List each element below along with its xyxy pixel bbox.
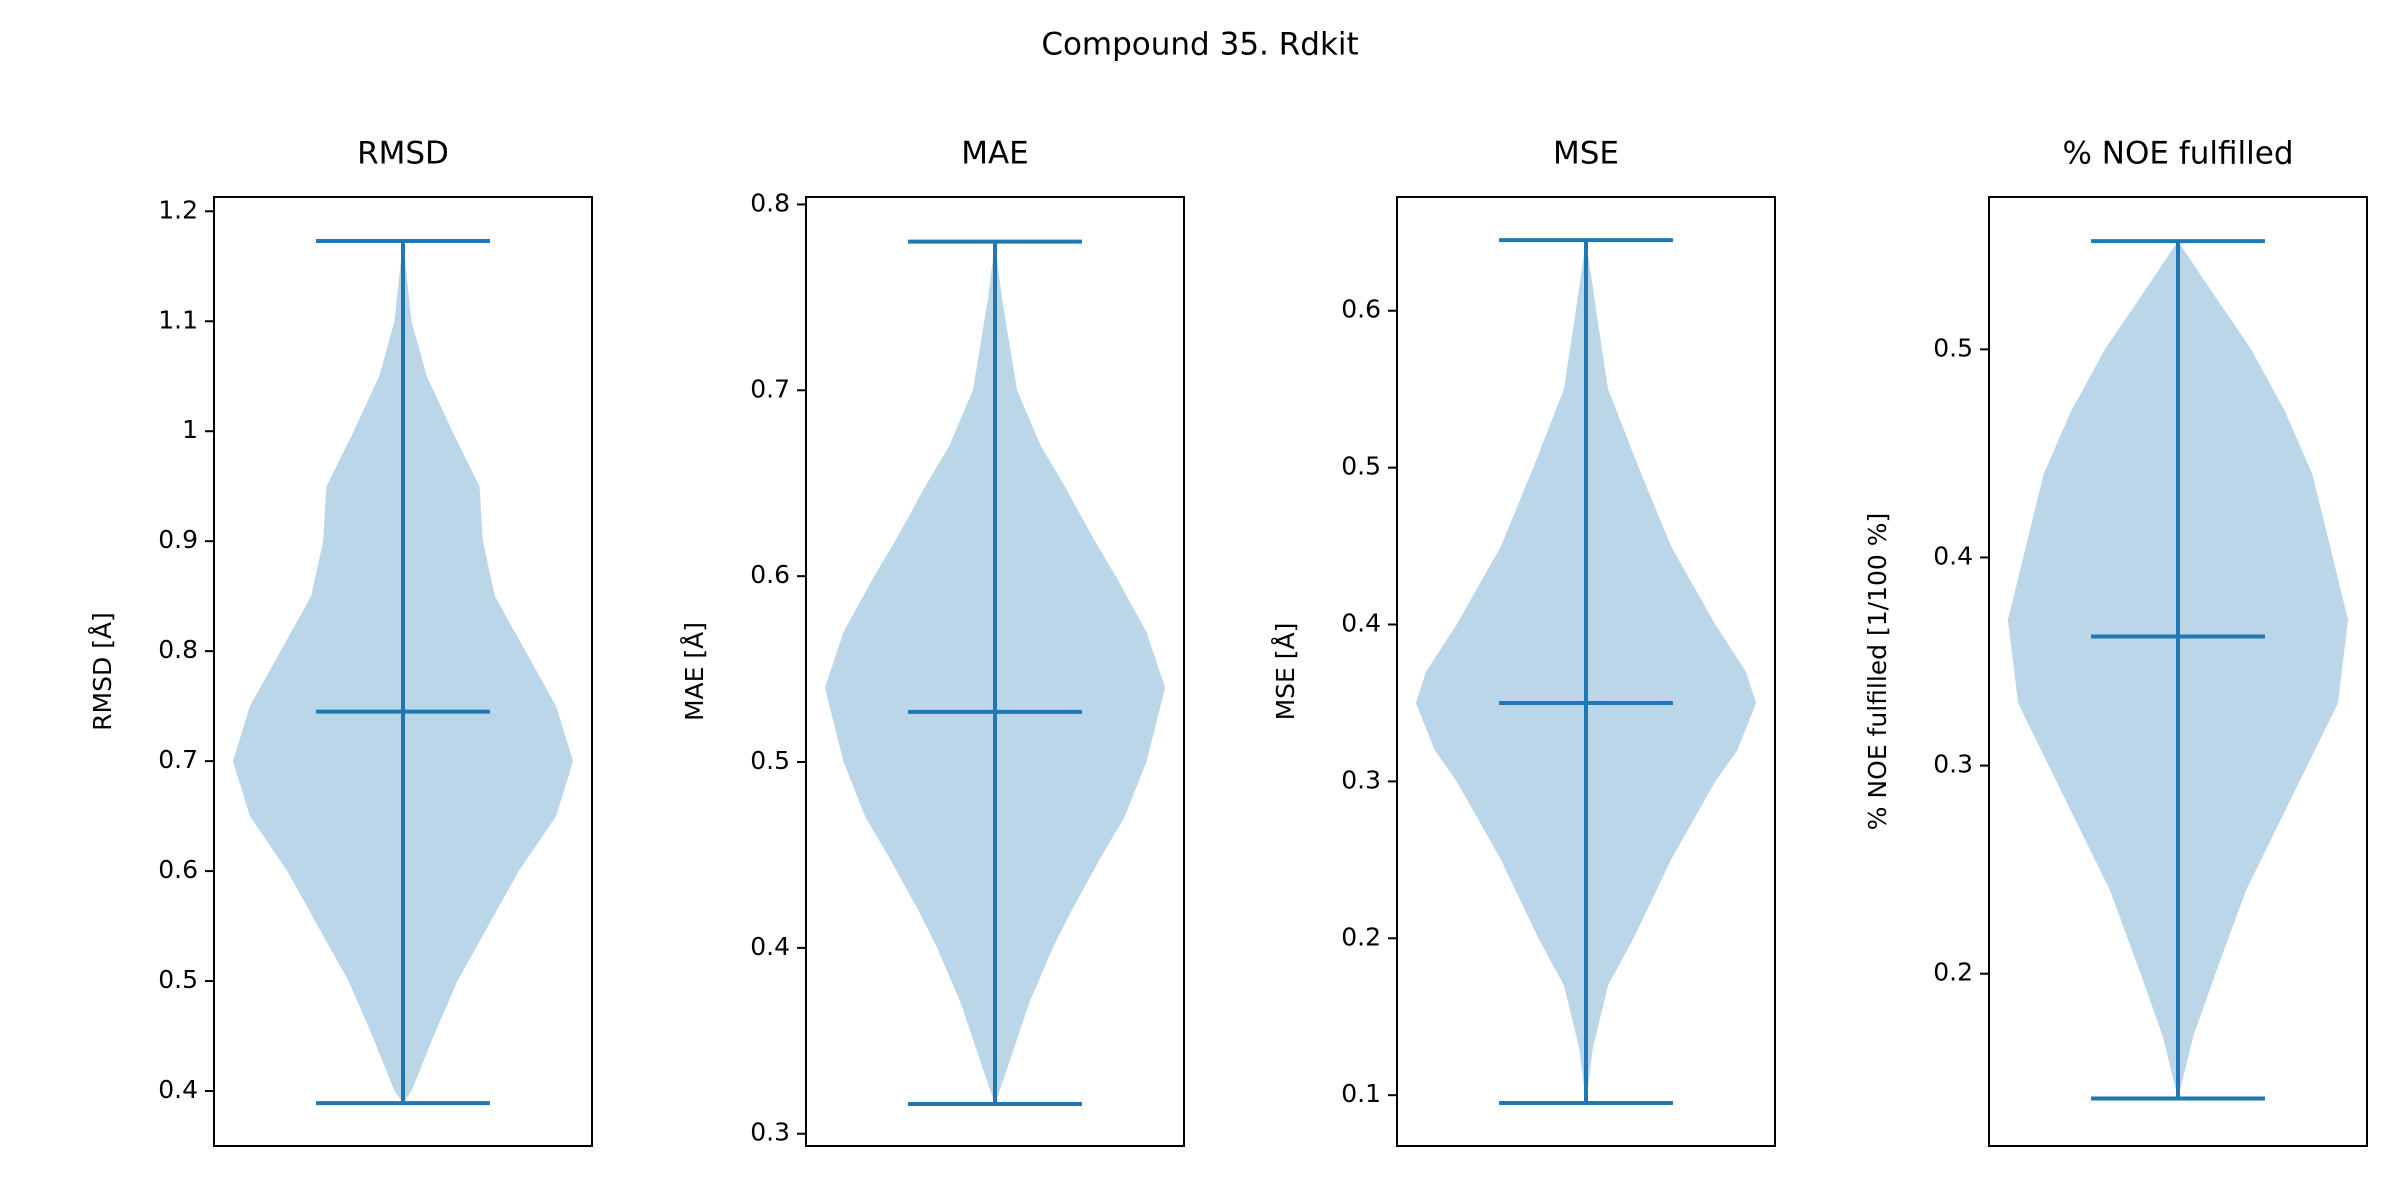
y-tick-label: 0.5	[750, 746, 790, 775]
y-tick-label: 0.6	[158, 855, 198, 884]
axes-frame	[805, 196, 1185, 1147]
y-tick-label: 0.1	[1341, 1079, 1381, 1108]
y-tick-label: 0.2	[1933, 958, 1973, 987]
y-tick-label: 0.3	[1341, 765, 1381, 794]
y-tick-label: 0.4	[1341, 609, 1381, 638]
y-tick-label: 0.7	[158, 745, 198, 774]
y-axis-label: % NOE fulfilled [1/100 %]	[1863, 513, 1892, 831]
y-tick-label: 0.6	[750, 560, 790, 589]
axes-title: MSE	[1553, 136, 1619, 172]
axes-title: MAE	[961, 136, 1029, 172]
y-tick-label: 0.8	[750, 188, 790, 217]
y-tick-label: 1	[182, 415, 198, 444]
axes-frame	[1988, 196, 2368, 1147]
y-tick-label: 0.6	[1341, 295, 1381, 324]
y-axis-label: RMSD [Å]	[88, 612, 117, 731]
y-tick-label: 1.1	[158, 305, 198, 334]
y-tick-label: 0.7	[750, 374, 790, 403]
y-tick-label: 0.5	[158, 965, 198, 994]
y-tick-label: 0.9	[158, 525, 198, 554]
y-tick-label: 0.4	[158, 1075, 198, 1104]
axes-title: RMSD	[357, 136, 449, 172]
axes-title: % NOE fulfilled	[2062, 136, 2293, 172]
y-tick-label: 0.4	[750, 932, 790, 961]
y-tick-label: 0.4	[1933, 541, 1973, 570]
y-tick-label: 0.5	[1933, 333, 1973, 362]
axes-frame	[213, 196, 593, 1147]
axes-frame	[1396, 196, 1776, 1147]
figure-title: Compound 35. Rdkit	[1041, 27, 1358, 63]
y-tick-label: 0.3	[750, 1118, 790, 1147]
y-axis-label: MSE [Å]	[1271, 623, 1300, 721]
y-axis-label: MAE [Å]	[680, 622, 709, 721]
y-tick-label: 0.5	[1341, 452, 1381, 481]
y-tick-label: 1.2	[158, 195, 198, 224]
y-tick-label: 0.2	[1341, 922, 1381, 951]
y-tick-label: 0.8	[158, 635, 198, 664]
y-tick-label: 0.3	[1933, 750, 1973, 779]
